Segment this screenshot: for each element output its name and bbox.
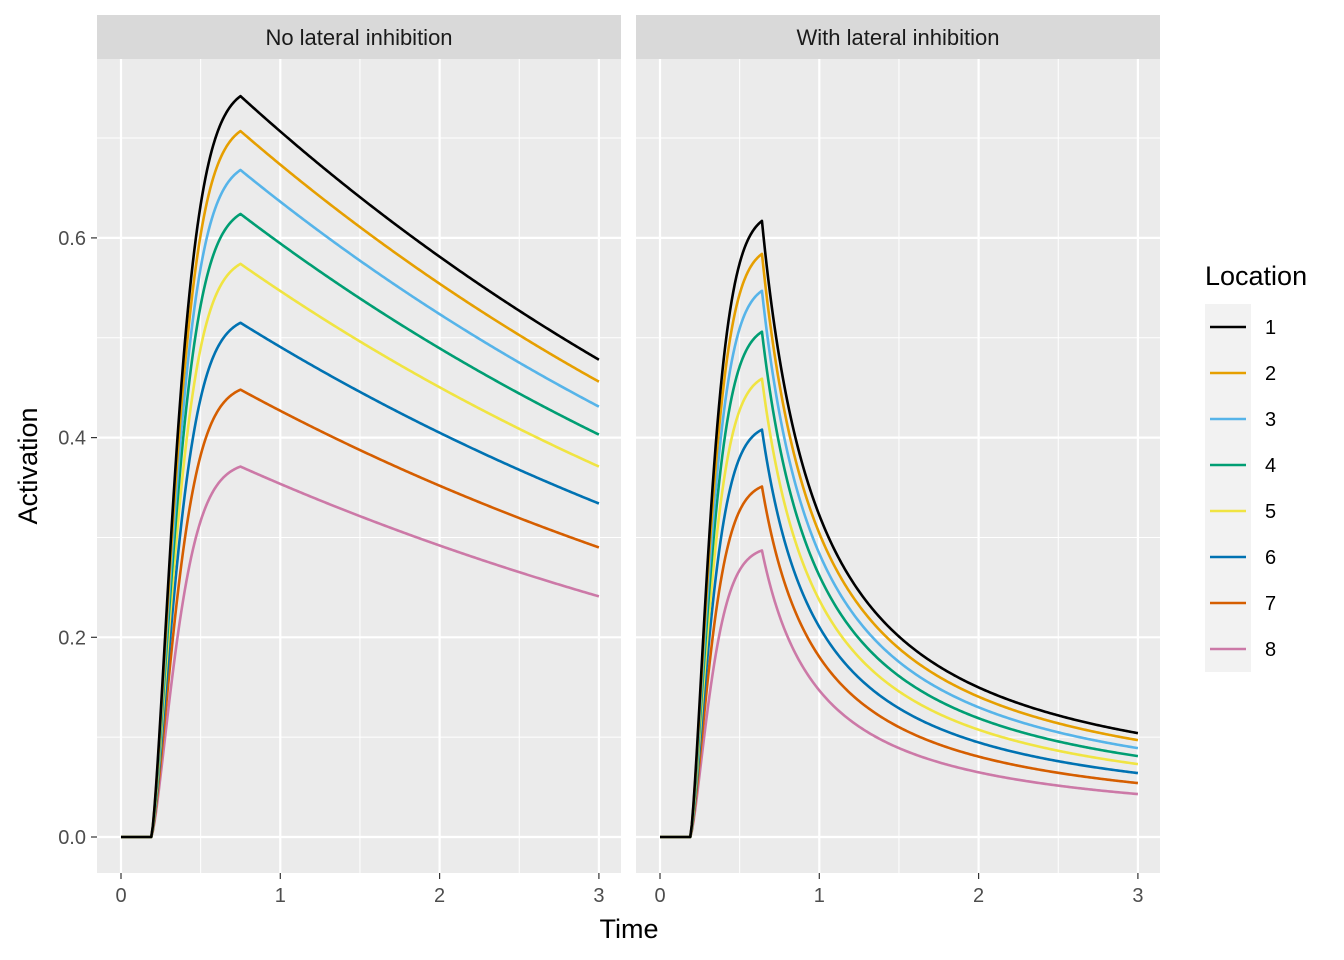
x-tick-label: 1: [275, 885, 286, 907]
series-line-location-5: [660, 377, 1139, 839]
x-tick-label: 3: [593, 885, 604, 907]
series-line-location-5: [121, 262, 600, 839]
series-line-location-6: [121, 321, 600, 839]
y-tick-label: 0.6: [58, 228, 86, 250]
x-tick-label: 0: [654, 885, 665, 907]
x-tick-label: 1: [814, 885, 825, 907]
series-lines: [660, 219, 1139, 839]
y-tick-label: 0.2: [58, 627, 86, 649]
series-line-location-3: [121, 168, 600, 839]
series-line-location-3: [660, 289, 1139, 839]
x-tick-label: 3: [1132, 885, 1143, 907]
panel-title: No lateral inhibition: [265, 25, 452, 50]
legend-label-1: 1: [1265, 317, 1276, 339]
series-line-location-2: [660, 252, 1139, 839]
strip-background: [636, 15, 1160, 59]
x-tick-label: 2: [434, 885, 445, 907]
y-tick-label: 0.4: [58, 428, 86, 450]
panel-no-inhibition: No lateral inhibition 0 1 2 3: [97, 15, 621, 907]
series-line-location-1: [121, 94, 600, 839]
x-axis: 0 1 2 3: [654, 873, 1143, 907]
x-axis: 0 1 2 3: [115, 873, 604, 907]
series-line-location-7: [121, 388, 600, 839]
x-tick-label: 0: [115, 885, 126, 907]
legend-label-6: 6: [1265, 547, 1276, 569]
series-line-location-6: [660, 428, 1139, 839]
series-line-location-2: [121, 129, 600, 839]
series-line-location-4: [121, 212, 600, 839]
series-line-location-8: [121, 465, 600, 839]
series-line-location-1: [660, 219, 1139, 839]
series-line-location-7: [660, 485, 1139, 839]
panel-with-inhibition: With lateral inhibition 0 1 2 3: [636, 15, 1160, 907]
panel-title: With lateral inhibition: [797, 25, 1000, 50]
legend: Location 1 2 3 4 5 6 7 8: [1205, 261, 1307, 672]
legend-label-3: 3: [1265, 409, 1276, 431]
series-line-location-4: [660, 330, 1139, 839]
gridlines: [636, 59, 1160, 873]
series-line-location-8: [660, 549, 1139, 839]
y-axis-title: Activation: [13, 407, 43, 524]
y-tick-label: 0.0: [58, 827, 86, 849]
legend-label-5: 5: [1265, 501, 1276, 523]
x-tick-label: 2: [973, 885, 984, 907]
legend-label-4: 4: [1265, 455, 1276, 477]
y-axis: 0.0 0.2 0.4 0.6: [58, 228, 97, 849]
x-axis-title: Time: [600, 914, 659, 944]
legend-key-background: [1205, 304, 1251, 672]
series-lines: [121, 94, 600, 839]
legend-label-7: 7: [1265, 593, 1276, 615]
legend-title: Location: [1205, 261, 1307, 291]
legend-label-2: 2: [1265, 363, 1276, 385]
legend-label-8: 8: [1265, 639, 1276, 661]
strip-background: [97, 15, 621, 59]
legend-items: 1 2 3 4 5 6 7 8: [1210, 317, 1276, 661]
